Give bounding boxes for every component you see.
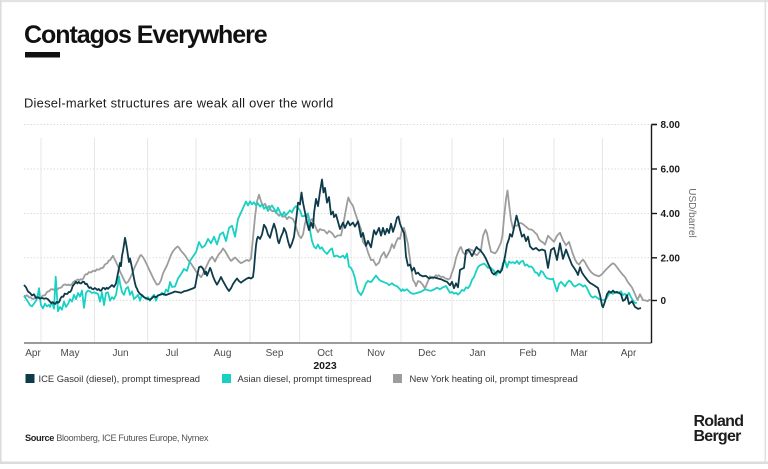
svg-text:Nov: Nov [367, 348, 385, 359]
svg-text:Apr: Apr [621, 348, 637, 359]
svg-text:0: 0 [661, 296, 667, 307]
svg-text:Dec: Dec [418, 348, 436, 359]
svg-text:Contagos Everywhere: Contagos Everywhere [24, 21, 268, 49]
svg-text:New York heating oil, prompt t: New York heating oil, prompt timespread [410, 373, 578, 384]
svg-text:ICE Gasoil (diesel), prompt ti: ICE Gasoil (diesel), prompt timespread [39, 373, 201, 384]
svg-text:2.00: 2.00 [661, 253, 681, 264]
svg-text:4.00: 4.00 [661, 209, 681, 220]
svg-text:Sep: Sep [266, 348, 284, 359]
svg-text:Aug: Aug [214, 348, 232, 359]
svg-text:Source Bloomberg, ICE Futures: Source Bloomberg, ICE Futures Europe, Ny… [25, 433, 209, 443]
svg-text:Jan: Jan [469, 348, 485, 359]
svg-text:Asian diesel, prompt timesprea: Asian diesel, prompt timespread [238, 373, 372, 384]
svg-text:USD/barrel: USD/barrel [686, 188, 697, 237]
svg-text:Oct: Oct [317, 348, 333, 359]
svg-text:2023: 2023 [313, 360, 337, 372]
svg-text:May: May [61, 348, 80, 359]
svg-text:Jun: Jun [112, 348, 128, 359]
svg-text:Diesel-market structures are w: Diesel-market structures are weak all ov… [24, 96, 334, 111]
svg-text:Berger: Berger [694, 428, 742, 445]
svg-text:Jul: Jul [166, 348, 179, 359]
svg-text:8.00: 8.00 [661, 120, 681, 131]
svg-text:Feb: Feb [519, 348, 537, 359]
svg-text:6.00: 6.00 [661, 165, 681, 176]
svg-text:Roland: Roland [694, 413, 744, 430]
svg-text:Apr: Apr [25, 348, 41, 359]
svg-text:Mar: Mar [570, 348, 588, 359]
